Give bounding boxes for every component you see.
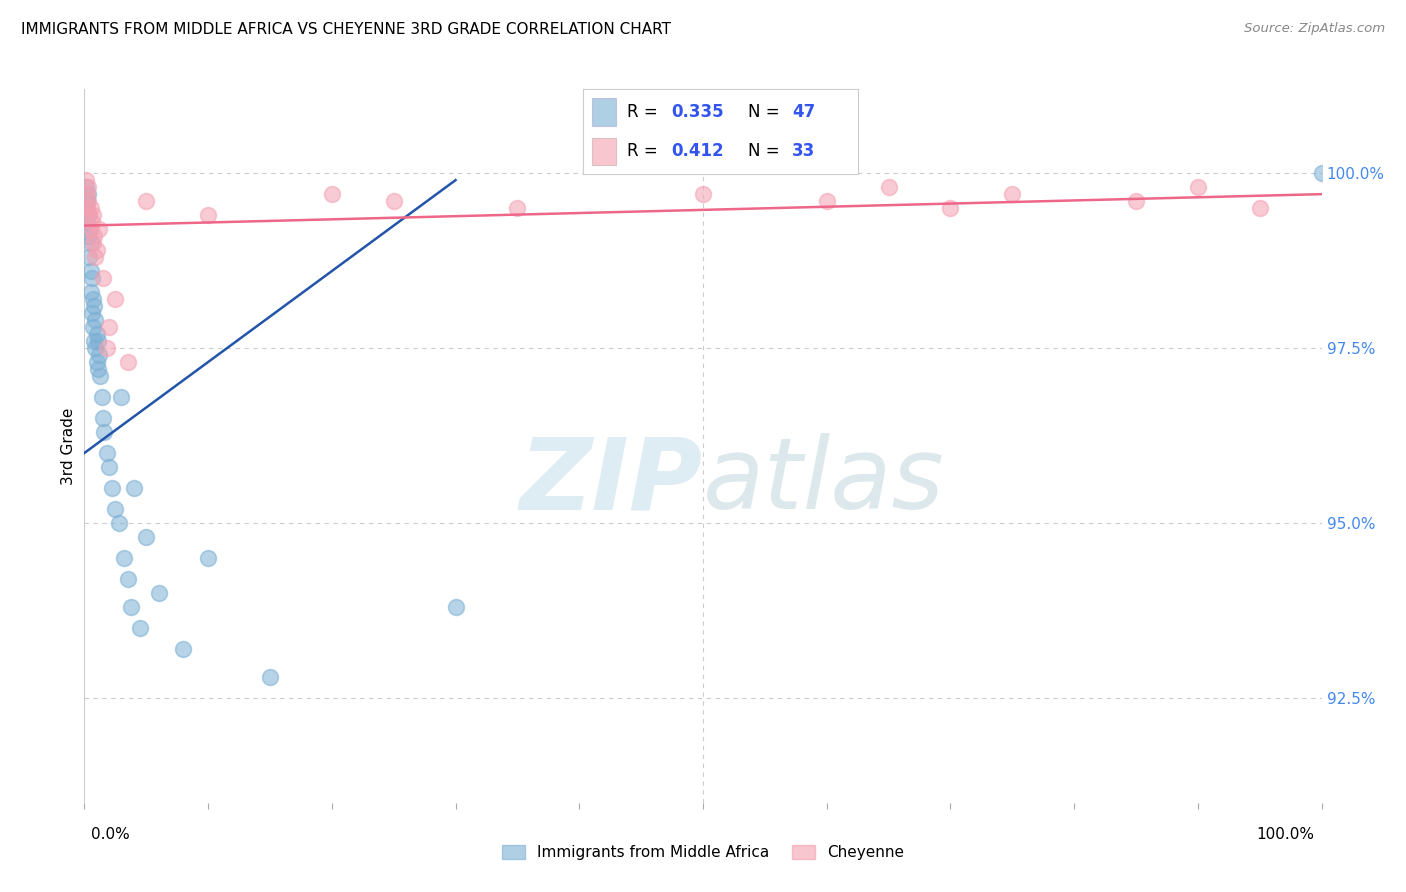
Point <box>117 572 139 586</box>
Point <box>79 222 101 236</box>
Point <box>321 187 343 202</box>
Text: R =: R = <box>627 142 664 160</box>
Point <box>1310 166 1333 180</box>
Point <box>135 194 157 208</box>
Text: Source: ZipAtlas.com: Source: ZipAtlas.com <box>1244 22 1385 36</box>
Point <box>197 550 219 565</box>
Y-axis label: 3rd Grade: 3rd Grade <box>60 408 76 484</box>
Point <box>77 208 100 222</box>
Point <box>87 362 110 376</box>
Point <box>259 670 281 684</box>
Point <box>939 201 962 215</box>
Point <box>76 187 98 202</box>
Point <box>197 208 219 222</box>
Point <box>79 264 101 278</box>
Point <box>112 550 135 565</box>
Point <box>83 334 105 348</box>
Text: 0.335: 0.335 <box>671 103 724 121</box>
Text: N =: N = <box>748 103 785 121</box>
Text: 100.0%: 100.0% <box>1257 827 1315 841</box>
Point <box>79 222 101 236</box>
Text: atlas: atlas <box>703 434 945 530</box>
Legend: Immigrants from Middle Africa, Cheyenne: Immigrants from Middle Africa, Cheyenne <box>496 839 910 866</box>
Point <box>76 201 98 215</box>
Point <box>110 390 132 404</box>
Point <box>76 194 98 208</box>
Point <box>117 355 139 369</box>
Point <box>104 292 127 306</box>
Point <box>89 369 111 384</box>
Point <box>82 320 104 334</box>
Point <box>79 236 101 251</box>
Text: IMMIGRANTS FROM MIDDLE AFRICA VS CHEYENNE 3RD GRADE CORRELATION CHART: IMMIGRANTS FROM MIDDLE AFRICA VS CHEYENN… <box>21 22 671 37</box>
Point <box>444 599 467 614</box>
Point <box>87 334 110 348</box>
Point <box>83 229 105 244</box>
Point <box>79 285 101 299</box>
Point <box>82 292 104 306</box>
Point <box>135 530 157 544</box>
Point <box>84 341 107 355</box>
Point <box>82 236 104 251</box>
Point <box>1249 201 1271 215</box>
Point <box>76 215 98 229</box>
Point <box>1001 187 1024 202</box>
Point <box>98 320 121 334</box>
Point <box>104 502 127 516</box>
Point <box>79 201 101 215</box>
Point <box>120 599 142 614</box>
Point <box>89 222 111 236</box>
Text: R =: R = <box>627 103 664 121</box>
Point <box>506 201 529 215</box>
Point <box>93 425 115 439</box>
Point <box>79 250 101 264</box>
Point <box>80 271 103 285</box>
Point <box>75 173 97 187</box>
Point <box>877 180 900 194</box>
Point <box>1187 180 1209 194</box>
Point <box>172 641 194 656</box>
Text: 0.0%: 0.0% <box>91 827 131 841</box>
Point <box>148 586 170 600</box>
Point <box>1125 194 1147 208</box>
Point <box>122 481 145 495</box>
Point <box>75 180 97 194</box>
Point <box>86 327 108 342</box>
Point <box>77 194 100 208</box>
Text: ZIP: ZIP <box>520 434 703 530</box>
Point <box>80 306 103 320</box>
Point <box>77 187 100 202</box>
Point <box>815 194 838 208</box>
Point <box>84 250 107 264</box>
Point <box>89 348 111 362</box>
Point <box>86 355 108 369</box>
Point <box>77 229 100 244</box>
Point <box>91 271 114 285</box>
Bar <box>592 137 616 165</box>
Point <box>75 201 97 215</box>
Point <box>83 299 105 313</box>
Text: 0.412: 0.412 <box>671 142 724 160</box>
Point <box>129 621 152 635</box>
Point <box>82 208 104 222</box>
Point <box>86 243 108 257</box>
Point <box>98 460 121 475</box>
Point <box>91 411 114 425</box>
Point <box>84 313 107 327</box>
Point <box>90 390 112 404</box>
Point <box>692 187 714 202</box>
Point <box>100 481 122 495</box>
Point <box>96 446 118 460</box>
Text: 33: 33 <box>792 142 815 160</box>
Point <box>80 215 103 229</box>
Text: N =: N = <box>748 142 785 160</box>
Point <box>108 516 131 530</box>
Point <box>79 208 101 222</box>
Text: 47: 47 <box>792 103 815 121</box>
Point <box>96 341 118 355</box>
Point <box>77 180 100 194</box>
Point <box>382 194 405 208</box>
Bar <box>592 98 616 126</box>
